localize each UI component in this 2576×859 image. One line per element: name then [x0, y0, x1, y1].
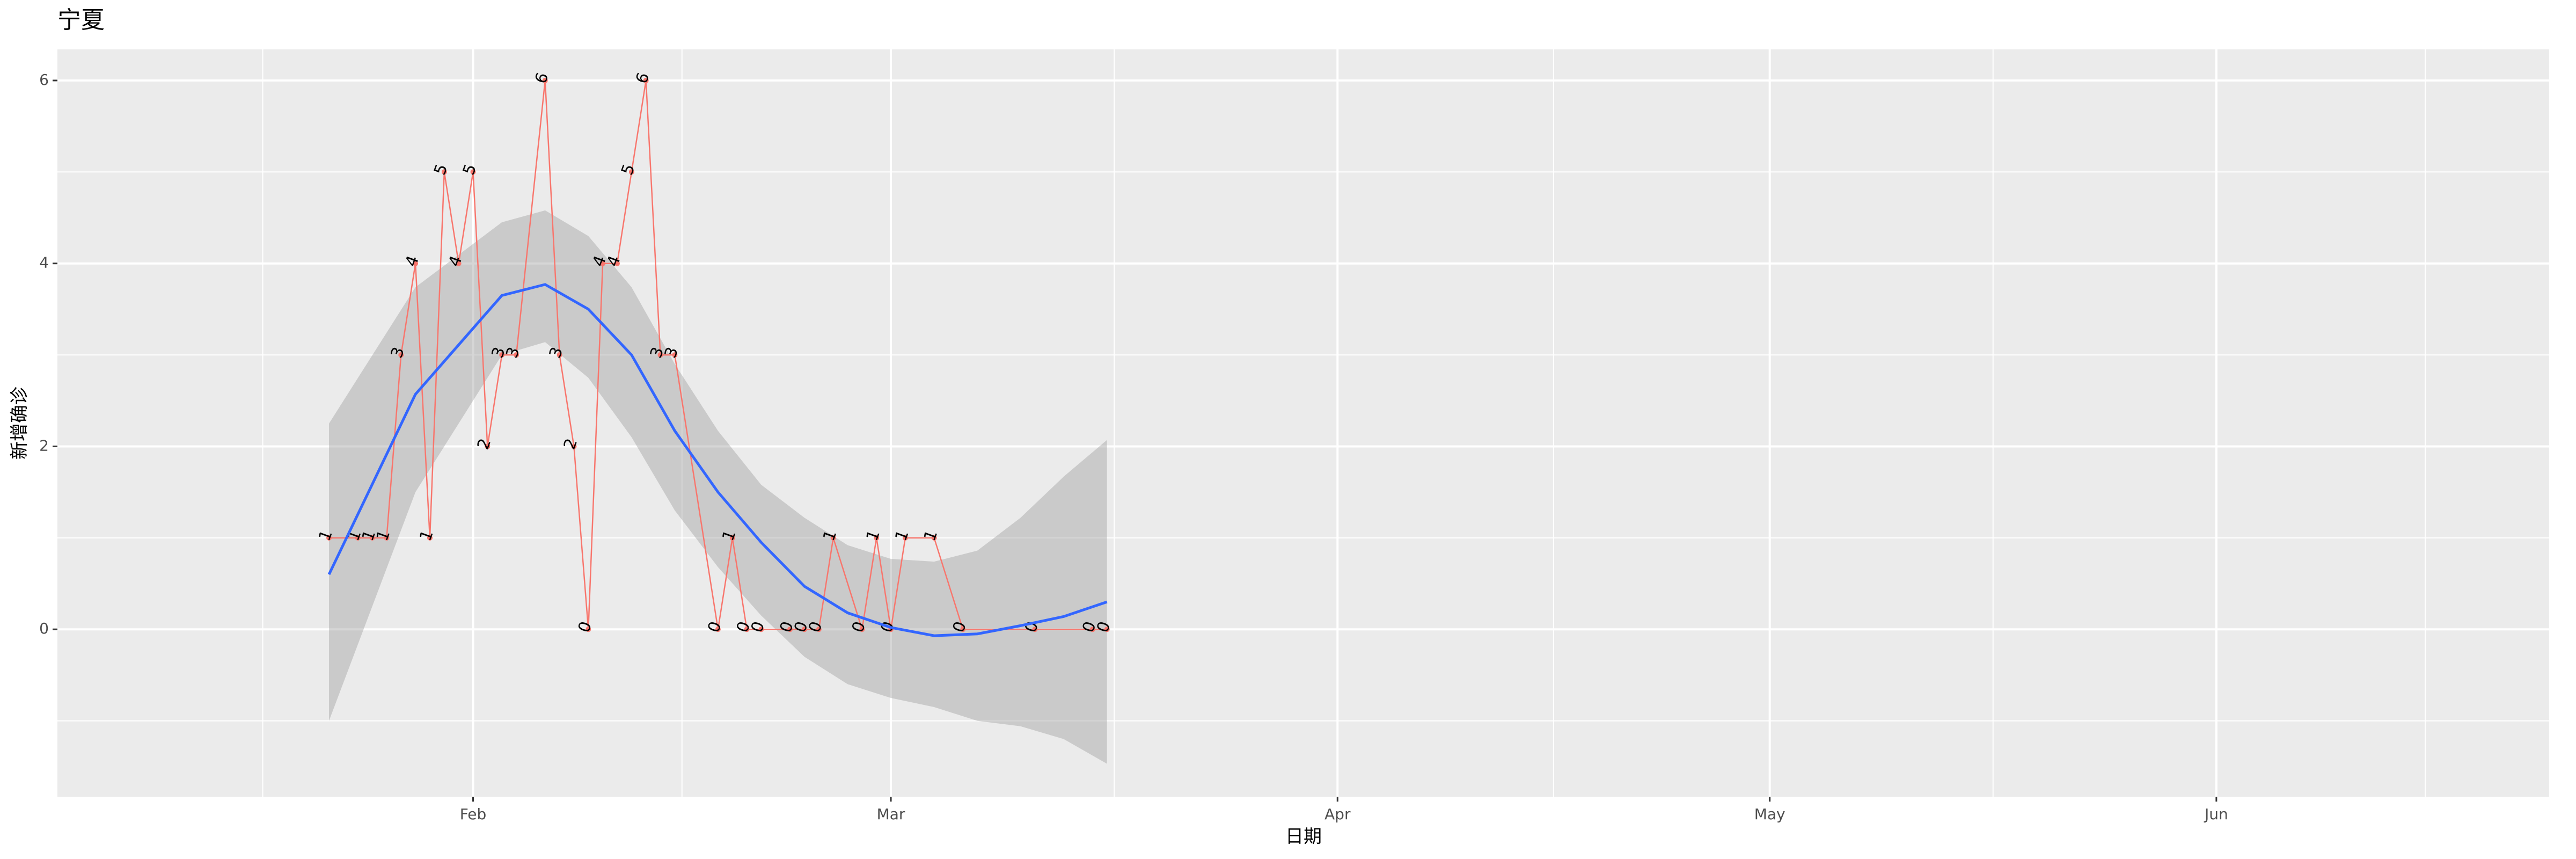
- data-point: [657, 352, 663, 358]
- data-point: [1089, 627, 1095, 632]
- data-point: [729, 535, 735, 541]
- data-point: [643, 77, 649, 83]
- data-point: [931, 535, 937, 541]
- x-tick-label: Mar: [877, 805, 905, 823]
- y-tick-label: 6: [39, 71, 49, 89]
- data-point: [1104, 627, 1110, 632]
- data-line: [329, 80, 1107, 630]
- data-point: [441, 169, 447, 175]
- data-point: [715, 627, 721, 632]
- data-point: [542, 77, 548, 83]
- data-point: [456, 260, 462, 266]
- data-point: [859, 627, 865, 632]
- data-point: [1032, 627, 1038, 632]
- data-point: [902, 535, 908, 541]
- y-tick-label: 0: [39, 620, 49, 637]
- data-point: [427, 535, 433, 541]
- x-axis-title: 日期: [1285, 826, 1322, 848]
- data-point: [369, 535, 375, 541]
- data-point: [787, 627, 793, 632]
- y-tick-label: 2: [39, 436, 49, 454]
- data-point: [398, 352, 404, 358]
- data-point: [571, 443, 577, 449]
- data-point: [830, 535, 836, 541]
- data-point: [614, 260, 620, 266]
- y-axis-title: 新增确诊: [9, 387, 31, 460]
- chart-title: 宁夏: [57, 6, 105, 34]
- smooth-line: [327, 283, 1108, 637]
- data-point: [499, 352, 505, 358]
- data-point: [758, 627, 764, 632]
- data-point: [384, 535, 390, 541]
- x-tick-label: Feb: [460, 805, 487, 823]
- data-point: [960, 627, 966, 632]
- confidence-band: [329, 210, 1107, 764]
- data-point: [628, 169, 634, 175]
- data-point: [355, 535, 361, 541]
- x-tick-label: May: [1754, 805, 1785, 823]
- data-point: [470, 169, 476, 175]
- x-tick-label: Apr: [1324, 805, 1351, 823]
- data-point: [874, 535, 880, 541]
- data-point: [514, 352, 519, 358]
- data-point: [326, 535, 332, 541]
- x-tick-label: Jun: [2204, 805, 2228, 823]
- data-point: [672, 352, 678, 358]
- data-point: [557, 352, 562, 358]
- y-tick-label: 4: [39, 254, 49, 272]
- data-point: [816, 627, 822, 632]
- data-point: [413, 260, 419, 266]
- data-point: [600, 260, 606, 266]
- data-point: [485, 443, 491, 449]
- data-point: [586, 627, 591, 632]
- data-point: [801, 627, 807, 632]
- data-point: [744, 627, 750, 632]
